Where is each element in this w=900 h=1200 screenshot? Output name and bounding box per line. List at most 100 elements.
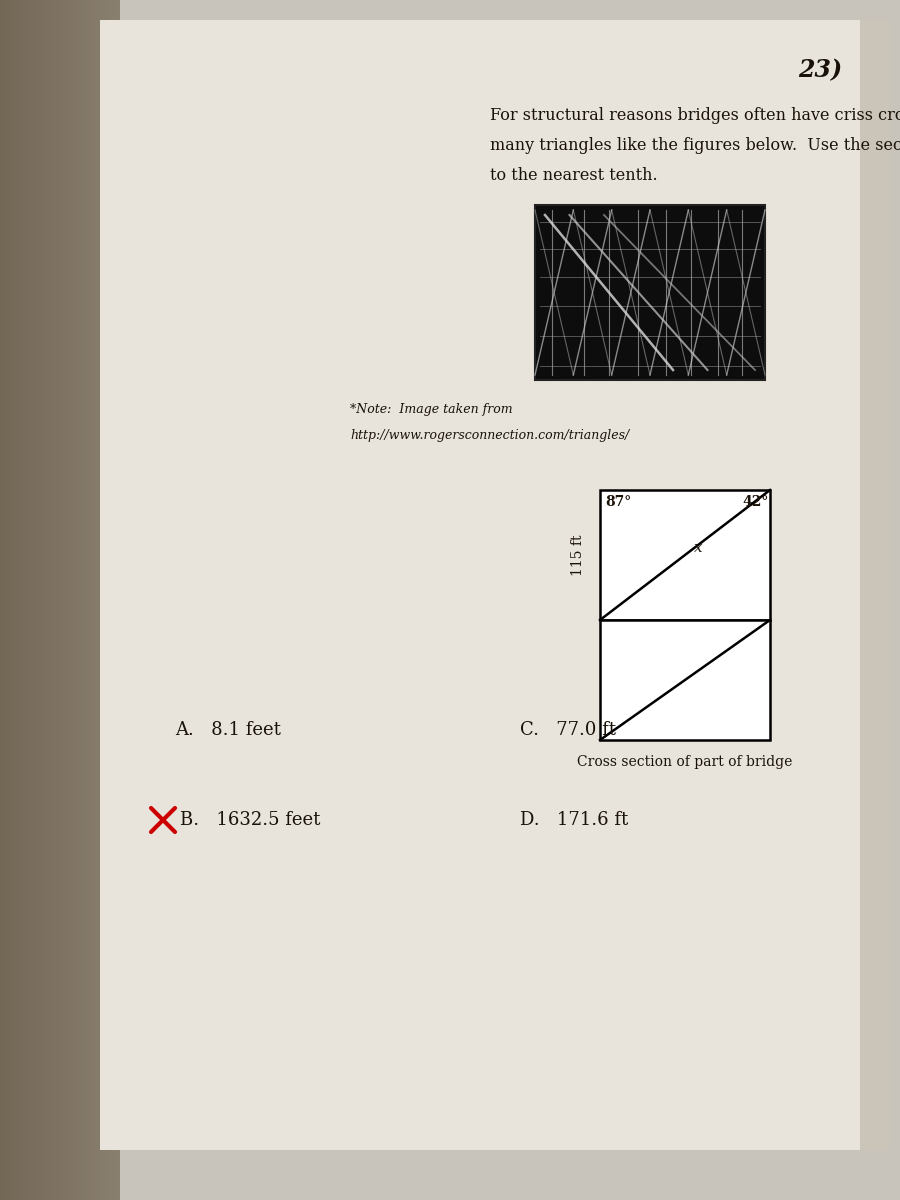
- Bar: [8, 0, 9, 1200]
- Bar: [60, 0, 61, 1200]
- Bar: [105, 0, 106, 1200]
- Bar: [48, 0, 49, 1200]
- Bar: [26, 0, 27, 1200]
- Bar: [59, 0, 60, 1200]
- Bar: [20, 0, 21, 1200]
- Bar: [84, 0, 85, 1200]
- Bar: [63, 0, 64, 1200]
- Bar: [7, 0, 8, 1200]
- Bar: [55, 0, 56, 1200]
- Text: For structural reasons bridges often have criss crossing trusses underneath. The: For structural reasons bridges often hav…: [490, 107, 900, 124]
- Bar: [117, 0, 118, 1200]
- Bar: [33, 0, 34, 1200]
- Bar: [70, 0, 71, 1200]
- Bar: [83, 0, 84, 1200]
- Bar: [58, 0, 59, 1200]
- Bar: [89, 0, 90, 1200]
- Bar: [79, 0, 80, 1200]
- Bar: [54, 0, 55, 1200]
- Bar: [4, 0, 5, 1200]
- Bar: [11, 0, 12, 1200]
- Text: many triangles like the figures below.  Use the second figure to help find the m: many triangles like the figures below. U…: [490, 137, 900, 154]
- Bar: [88, 0, 89, 1200]
- Bar: [62, 0, 63, 1200]
- Bar: [75, 0, 76, 1200]
- Bar: [108, 0, 109, 1200]
- Bar: [119, 0, 120, 1200]
- Bar: [21, 0, 22, 1200]
- Bar: [77, 0, 78, 1200]
- Bar: [116, 0, 117, 1200]
- Bar: [69, 0, 70, 1200]
- Bar: [535, 205, 765, 380]
- Bar: [90, 0, 91, 1200]
- Bar: [61, 0, 62, 1200]
- Bar: [115, 0, 116, 1200]
- Bar: [107, 0, 108, 1200]
- Text: 23): 23): [798, 58, 842, 82]
- Bar: [72, 0, 73, 1200]
- Bar: [45, 0, 46, 1200]
- Text: *Note:  Image taken from: *Note: Image taken from: [350, 403, 513, 416]
- Bar: [42, 0, 43, 1200]
- Bar: [23, 0, 24, 1200]
- Bar: [92, 0, 93, 1200]
- Bar: [600, 620, 770, 740]
- Bar: [112, 0, 113, 1200]
- Bar: [106, 0, 107, 1200]
- Bar: [34, 0, 35, 1200]
- Bar: [68, 0, 69, 1200]
- Bar: [99, 0, 100, 1200]
- Bar: [25, 0, 26, 1200]
- Bar: [66, 0, 67, 1200]
- Bar: [81, 0, 82, 1200]
- Bar: [110, 0, 111, 1200]
- Bar: [38, 0, 39, 1200]
- Text: D.   171.6 ft: D. 171.6 ft: [520, 811, 628, 829]
- Text: C.   77.0 ft: C. 77.0 ft: [520, 721, 616, 739]
- Bar: [64, 0, 65, 1200]
- Text: 115 ft: 115 ft: [571, 534, 585, 576]
- Bar: [51, 0, 52, 1200]
- Bar: [36, 0, 37, 1200]
- Text: 42°: 42°: [742, 494, 770, 509]
- Bar: [52, 0, 53, 1200]
- Text: x: x: [694, 541, 703, 556]
- Bar: [31, 0, 32, 1200]
- Bar: [3, 0, 4, 1200]
- Bar: [91, 0, 92, 1200]
- Bar: [2, 0, 3, 1200]
- Bar: [44, 0, 45, 1200]
- Bar: [9, 0, 10, 1200]
- Bar: [109, 0, 110, 1200]
- Bar: [56, 0, 57, 1200]
- Bar: [67, 0, 68, 1200]
- Bar: [82, 0, 83, 1200]
- Bar: [10, 0, 11, 1200]
- Text: http://www.rogersconnection.com/triangles/: http://www.rogersconnection.com/triangle…: [350, 428, 629, 442]
- Text: A.   8.1 feet: A. 8.1 feet: [175, 721, 281, 739]
- Bar: [94, 0, 95, 1200]
- Bar: [27, 0, 28, 1200]
- Bar: [46, 0, 47, 1200]
- Bar: [113, 0, 114, 1200]
- Bar: [30, 0, 31, 1200]
- Bar: [104, 0, 105, 1200]
- Text: 87°: 87°: [605, 494, 631, 509]
- Bar: [118, 0, 119, 1200]
- Bar: [24, 0, 25, 1200]
- Bar: [41, 0, 42, 1200]
- Bar: [80, 0, 81, 1200]
- Text: Cross section of part of bridge: Cross section of part of bridge: [577, 755, 793, 769]
- Bar: [71, 0, 72, 1200]
- Bar: [73, 0, 74, 1200]
- Bar: [100, 0, 101, 1200]
- Bar: [65, 0, 66, 1200]
- Bar: [57, 0, 58, 1200]
- Bar: [37, 0, 38, 1200]
- Bar: [29, 0, 30, 1200]
- Bar: [35, 0, 36, 1200]
- Bar: [5, 0, 6, 1200]
- Bar: [78, 0, 79, 1200]
- Bar: [13, 0, 14, 1200]
